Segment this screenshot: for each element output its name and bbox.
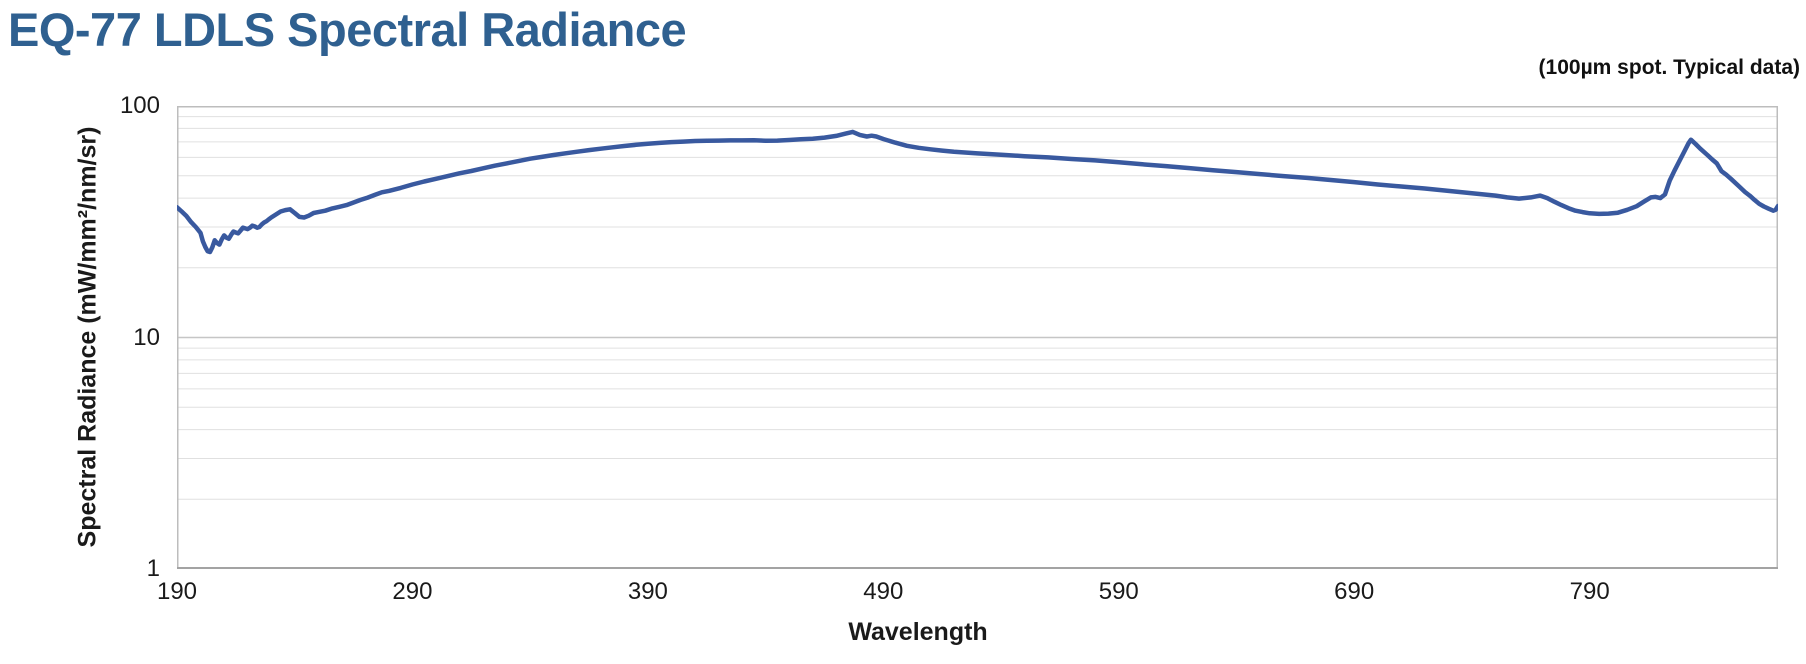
x-axis-title: Wavelength [848,618,988,646]
x-tick-label: 590 [1098,578,1139,605]
x-tick-label: 290 [392,578,433,605]
y-tick-label: 100 [119,92,160,119]
chart-annotation: (100µm spot. Typical data) [1538,56,1800,79]
x-tick-label: 490 [863,578,904,605]
x-tick-label: 190 [156,578,198,605]
y-tick-label: 1 [146,555,160,582]
x-tick-label: 690 [1334,578,1375,605]
x-tick-label: 390 [627,578,668,605]
chart-title: EQ-77 LDLS Spectral Radiance [8,3,687,56]
spectral-radiance-line [177,129,1778,255]
y-tick-label: 10 [133,323,160,351]
x-tick-label: 790 [1569,578,1610,605]
spectral-radiance-plot [177,106,1778,569]
